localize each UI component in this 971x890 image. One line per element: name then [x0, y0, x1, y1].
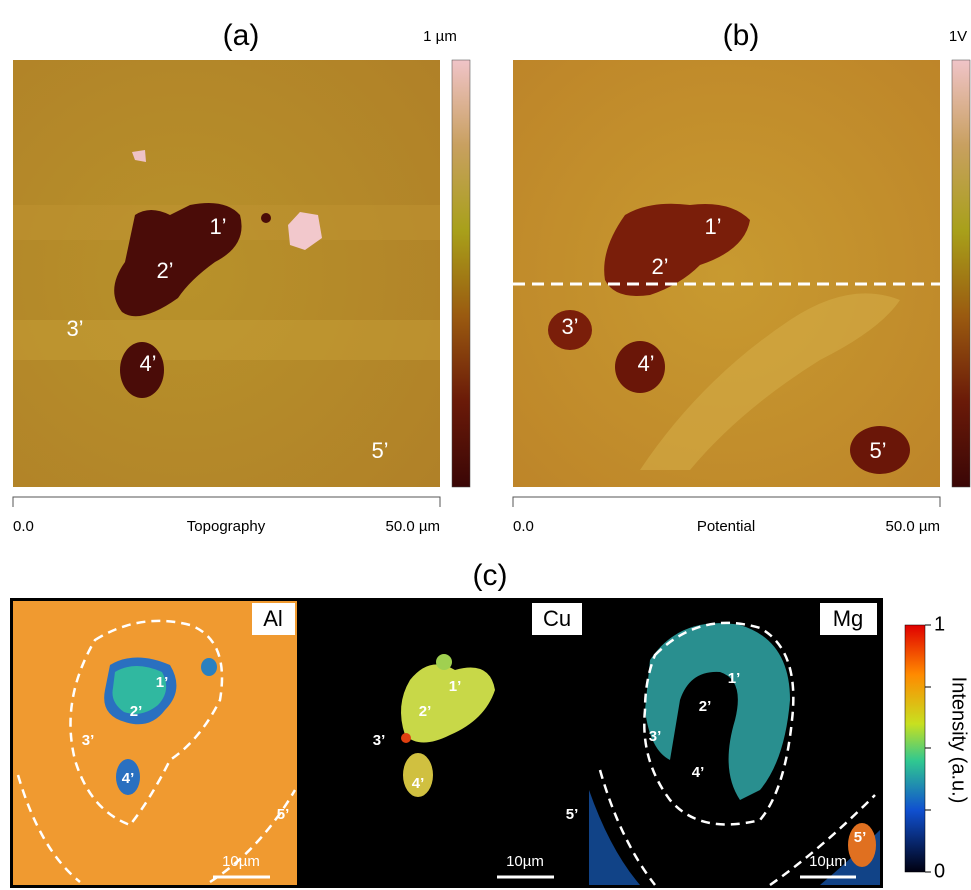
axis-start: 0.0 [13, 518, 34, 535]
panel-label: (c) [473, 559, 508, 592]
bright-feature [288, 212, 322, 250]
al-map [13, 601, 297, 885]
label-box [252, 603, 295, 635]
region-label: 1’ [728, 670, 741, 687]
scan-band [13, 320, 440, 360]
axis-end: 50.0 µm [886, 518, 941, 535]
depleted-region [112, 666, 167, 714]
enriched-region [645, 623, 790, 800]
topography-image [13, 60, 440, 487]
element-label: Cu [543, 606, 571, 631]
region-label: 4’ [637, 351, 654, 376]
region-label: 1’ [704, 214, 721, 239]
panel-label: (a) [223, 19, 260, 52]
region-label: 1’ [156, 674, 169, 691]
dark-feature [604, 203, 750, 296]
dark-feature [114, 202, 242, 317]
colorbar-ticks [925, 624, 931, 873]
axis-end: 50.0 µm [386, 518, 441, 535]
dark-feature [615, 341, 665, 393]
hot-spot [401, 733, 411, 743]
scale-bar-label: 10µm [506, 853, 544, 870]
region-label: 5’ [869, 438, 886, 463]
axis-title: Topography [187, 518, 266, 535]
region-label: 2’ [130, 703, 143, 720]
dark-feature [120, 342, 164, 398]
element-label: Al [263, 606, 283, 631]
colorbar-max: 1V [949, 28, 967, 45]
boundary [16, 774, 297, 884]
region-label: 2’ [699, 698, 712, 715]
label-box [820, 603, 877, 635]
bright-feature [132, 150, 146, 162]
region-label: 5’ [854, 829, 867, 846]
boundary [69, 619, 224, 827]
boundary [598, 769, 876, 887]
boundary [643, 621, 795, 826]
region-label: 5’ [371, 438, 388, 463]
scale-bar-label: 10µm [809, 853, 847, 870]
region-label: 2’ [156, 258, 173, 283]
panel-label: (b) [723, 19, 760, 52]
label-box [532, 603, 582, 635]
colorbar [451, 59, 471, 488]
enriched-region [401, 664, 495, 743]
dark-feature [261, 213, 271, 223]
scale-bar-label: 10µm [222, 853, 260, 870]
region-label: 2’ [419, 703, 432, 720]
axis-start: 0.0 [513, 518, 534, 535]
colorbar-max: 1 µm [423, 28, 457, 45]
cu-map [300, 601, 585, 885]
enriched-region [436, 654, 452, 670]
region-label: 4’ [692, 764, 705, 781]
region-label: 4’ [139, 351, 156, 376]
hot-spot [848, 823, 876, 867]
depleted-region [201, 658, 217, 676]
region-label: 1’ [209, 214, 226, 239]
dark-feature [850, 426, 910, 474]
enriched-region [403, 753, 433, 797]
dark-feature [548, 310, 592, 350]
colorbar [951, 59, 971, 488]
region-label: 3’ [66, 316, 83, 341]
colorbar-title: Intensity (a.u.) [948, 677, 970, 804]
axis-title: Potential [697, 518, 755, 535]
colorbar [904, 624, 926, 873]
region-label: 2’ [651, 254, 668, 279]
region-label: 4’ [412, 775, 425, 792]
region-label: 3’ [561, 314, 578, 339]
colorbar-max: 1 [934, 613, 945, 635]
scale-axis [512, 496, 941, 507]
region-label: 1’ [449, 678, 462, 695]
element-label: Mg [833, 606, 864, 631]
bright-band [640, 293, 900, 470]
region-label: 5’ [277, 806, 290, 823]
depleted-region [116, 759, 140, 795]
colorbar-min: 0 [934, 860, 945, 882]
scale-axis [12, 496, 441, 507]
region-label: 3’ [373, 732, 386, 749]
region-label: 3’ [649, 728, 662, 745]
region-label: 5’ [566, 806, 579, 823]
region-label: 3’ [82, 732, 95, 749]
region-label: 4’ [122, 770, 135, 787]
